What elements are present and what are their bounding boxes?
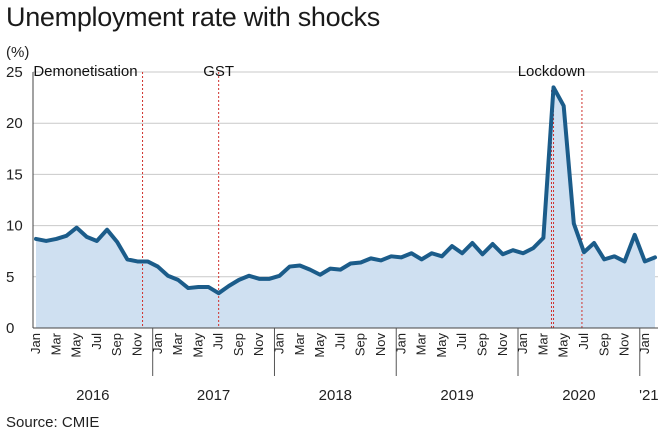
month-tick-label: Mar (170, 332, 185, 355)
axis-layer (32, 72, 658, 376)
month-tick-label: Jul (332, 333, 347, 350)
month-tick-label: Mar (48, 332, 63, 355)
month-tick-label: Mar (414, 332, 429, 355)
year-label: '21 (639, 387, 659, 404)
year-label: 2019 (440, 387, 473, 404)
month-tick-label: Jul (211, 333, 226, 350)
area-layer (36, 87, 655, 328)
month-tick-label: Jul (89, 333, 104, 350)
y-tick-label: 15 (6, 166, 23, 183)
month-tick-label: Jul (454, 333, 469, 350)
year-label: 2018 (319, 387, 352, 404)
shock-layer (142, 72, 583, 328)
y-tick-label: 25 (6, 64, 23, 81)
line-layer (34, 85, 657, 296)
year-label: 2020 (562, 387, 595, 404)
shock-annotation-label: GST (203, 63, 234, 80)
year-label: 2016 (76, 387, 109, 404)
year-label: 2017 (197, 387, 230, 404)
month-tick-label: Nov (495, 333, 510, 357)
y-tick-label: 10 (6, 218, 23, 235)
month-tick-label: May (434, 333, 449, 358)
series-line (34, 85, 657, 296)
month-tick-label: Sep (231, 333, 246, 356)
month-tick-label: Jan (28, 333, 43, 354)
month-tick-label: Sep (353, 333, 368, 356)
month-tick-label: Sep (474, 333, 489, 356)
shock-annotation-label: Demonetisation (33, 63, 137, 80)
label-layer: (%) 0 5 10 15 20 25 Jan Mar May Jul Sep Nov Jan Mar May… (6, 44, 659, 404)
y-tick-label: 0 (6, 320, 14, 337)
month-tick-label: Jan (637, 333, 652, 354)
month-tick-label: May (312, 333, 327, 358)
month-tick-label: Nov (129, 333, 144, 357)
month-tick-label: May (69, 333, 84, 358)
month-tick-label: Nov (373, 333, 388, 357)
y-axis-label: (%) (6, 44, 29, 61)
chart-title: Unemployment rate with shocks (6, 2, 380, 32)
month-tick-label: May (190, 333, 205, 358)
month-tick-label: Sep (596, 333, 611, 356)
area-fill (36, 87, 655, 328)
month-tick-label: Jan (150, 333, 165, 354)
month-tick-label: Nov (251, 333, 266, 357)
month-tick-label: Jul (576, 333, 591, 350)
month-tick-label: Jan (272, 333, 287, 354)
month-tick-label: May (556, 333, 571, 358)
month-tick-label: Sep (109, 333, 124, 356)
month-tick-label: Mar (292, 332, 307, 355)
source-label: Source: CMIE (6, 414, 100, 431)
month-tick-label: Mar (535, 332, 550, 355)
y-tick-label: 5 (6, 269, 14, 286)
shock-annotation-label: Lockdown (518, 63, 586, 80)
month-tick-label: Jan (515, 333, 530, 354)
y-tick-label: 20 (6, 115, 23, 132)
month-tick-label: Jan (393, 333, 408, 354)
month-tick-label: Nov (617, 333, 632, 357)
